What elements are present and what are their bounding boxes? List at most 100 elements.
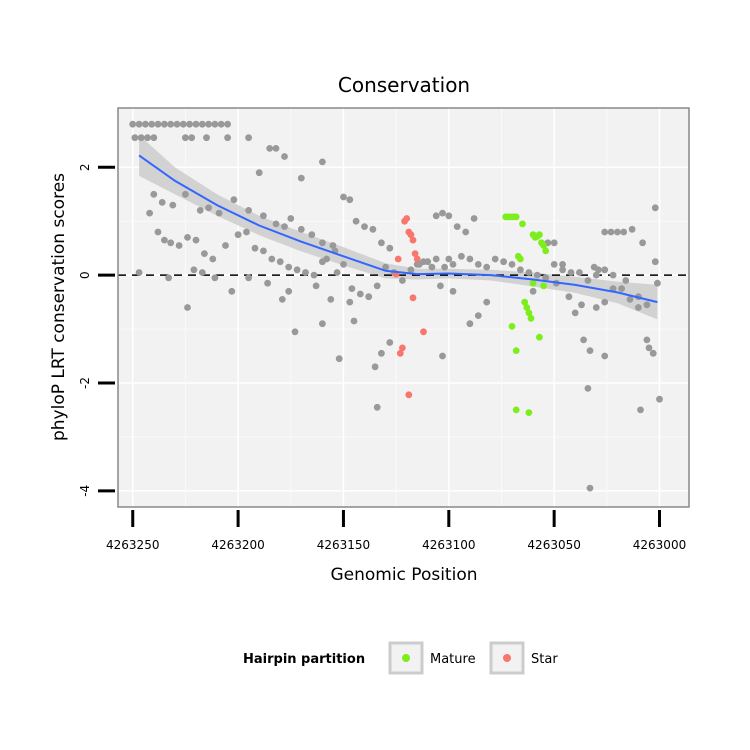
point-other [215, 209, 223, 217]
point-other [635, 304, 642, 311]
point-other [251, 244, 259, 252]
point-other [245, 274, 253, 282]
point-other [626, 296, 634, 303]
y-tick-label: 0 [78, 271, 92, 279]
point-other [135, 120, 143, 128]
point-other [428, 263, 436, 271]
y-axis-title: phyloP LRT conservation scores [49, 173, 69, 441]
point-other [175, 242, 183, 249]
point-other [266, 145, 274, 152]
point-other [474, 261, 482, 268]
point-other [656, 395, 663, 403]
point-other [620, 228, 628, 236]
point-other [224, 134, 232, 142]
point-other [618, 285, 625, 292]
point-other [352, 217, 360, 225]
point-star [413, 255, 421, 263]
point-star [396, 349, 404, 357]
point-other [348, 285, 356, 292]
plot-panel [117, 107, 690, 508]
point-other [483, 298, 491, 306]
point-other [601, 298, 609, 306]
legend-item-mature[interactable]: Mature [388, 641, 476, 675]
point-other [196, 207, 204, 214]
point-other [609, 271, 617, 279]
point-other [346, 298, 354, 306]
point-other [131, 134, 139, 142]
point-mature [536, 231, 543, 239]
point-other [517, 266, 524, 274]
point-star [399, 344, 406, 352]
point-other [628, 225, 636, 233]
point-other [601, 352, 609, 360]
point-other [361, 223, 368, 231]
point-other [441, 263, 448, 271]
point-other [144, 134, 151, 142]
point-other [382, 263, 389, 271]
point-other [439, 209, 446, 217]
point-other [346, 196, 354, 204]
point-mature [527, 314, 535, 322]
point-other [293, 266, 301, 274]
legend-label-mature: Mature [430, 652, 476, 667]
point-other [449, 261, 457, 268]
point-mature [517, 255, 524, 263]
legend-dot-mature [402, 654, 410, 662]
point-other [260, 212, 267, 220]
point-other [399, 277, 406, 284]
point-other [445, 255, 453, 263]
point-other [230, 196, 238, 204]
point-other [654, 279, 661, 287]
point-other [462, 228, 470, 236]
point-other [601, 266, 609, 274]
point-other [542, 274, 550, 282]
point-other [167, 120, 175, 128]
point-mature [525, 309, 533, 317]
point-other [310, 271, 318, 279]
x-tick-label: 4263150 [317, 538, 370, 552]
point-other [643, 336, 651, 344]
point-other [327, 296, 335, 303]
point-other [179, 120, 187, 128]
point-other [592, 304, 600, 311]
point-other [340, 261, 347, 268]
point-star [405, 391, 413, 399]
point-other [217, 120, 225, 128]
point-other [559, 266, 566, 274]
point-other [188, 134, 196, 142]
legend-title: Hairpin partition [243, 652, 365, 667]
x-tick-label: 4263250 [106, 538, 159, 552]
point-other [637, 406, 644, 414]
chart-title: Conservation [338, 73, 470, 97]
point-other [333, 269, 341, 276]
point-other [586, 347, 594, 354]
point-other [319, 239, 326, 247]
legend-item-star[interactable]: Star [489, 641, 558, 675]
point-other [198, 120, 206, 128]
point-other [278, 296, 286, 303]
point-other [420, 258, 427, 266]
point-other [190, 266, 198, 274]
point-other [234, 231, 242, 239]
point-other [209, 255, 217, 263]
point-other [154, 120, 162, 128]
point-mature [529, 279, 537, 287]
point-other [584, 385, 592, 392]
point-other [243, 228, 250, 236]
point-mature [523, 304, 531, 311]
point-other [173, 120, 181, 128]
point-star [409, 294, 417, 302]
point-other [335, 355, 343, 363]
point-other [439, 352, 446, 360]
point-other [135, 269, 143, 276]
point-other [205, 204, 213, 212]
point-other [184, 234, 191, 241]
point-other [276, 258, 284, 266]
point-other [350, 317, 358, 325]
point-other [413, 261, 421, 268]
point-other [129, 120, 137, 128]
point-other [192, 120, 200, 128]
point-other [297, 174, 305, 182]
point-other [329, 242, 337, 249]
